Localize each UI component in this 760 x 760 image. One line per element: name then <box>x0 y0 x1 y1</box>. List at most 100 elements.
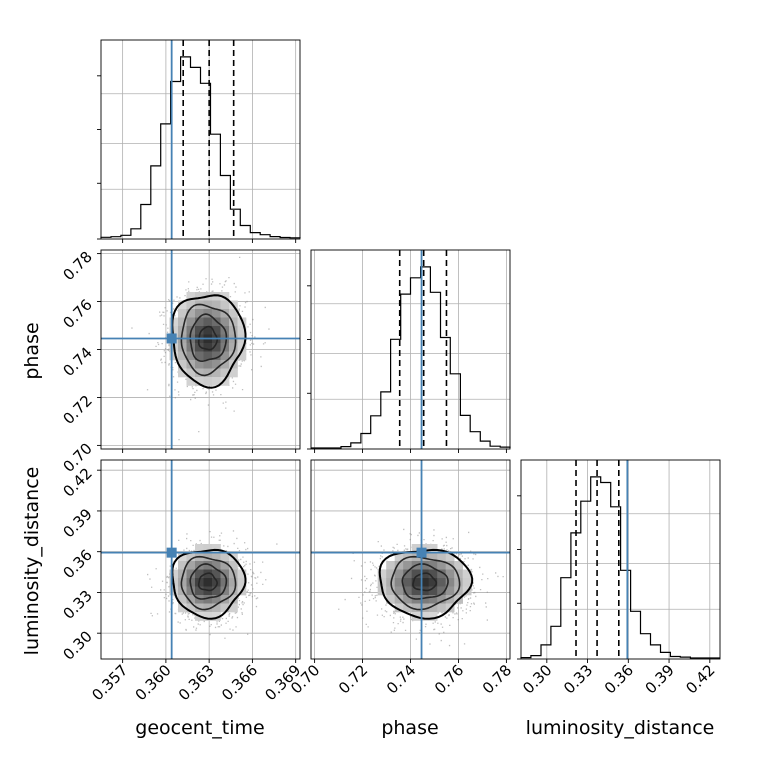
density-cell <box>220 578 230 587</box>
density-cell <box>445 552 455 562</box>
density-cell <box>229 578 238 587</box>
histogram-step-geocent_time <box>100 56 301 239</box>
density-cell <box>186 351 196 361</box>
density-panel-luminosity_distance_vs_geocent_time-frame <box>100 459 301 660</box>
x-axis-label-geocent-time: geocent_time <box>135 717 264 739</box>
density-cell <box>220 351 230 361</box>
histogram-phase <box>307 250 511 450</box>
density-cell <box>195 360 204 369</box>
density-cell <box>220 360 230 369</box>
density-cell <box>212 368 221 378</box>
density-cell <box>203 368 213 378</box>
density-cell <box>454 561 463 570</box>
density-cell <box>377 569 387 579</box>
contour-level <box>412 572 438 592</box>
density-cell <box>195 377 204 386</box>
y-axis-label-phase: phase <box>21 322 43 379</box>
density-cell <box>377 578 387 587</box>
density-cell <box>178 309 187 318</box>
density-cell <box>411 578 421 587</box>
density-cell <box>220 603 230 613</box>
truth-marker <box>166 333 177 344</box>
density-cell <box>428 544 438 553</box>
density-cell <box>178 300 187 310</box>
density-cell <box>212 326 221 335</box>
density-cell <box>462 578 472 587</box>
density-cell <box>203 612 213 621</box>
density-cell <box>178 561 187 570</box>
density-cell <box>212 351 221 361</box>
density-cell <box>229 351 238 361</box>
density-cell <box>437 595 446 604</box>
density-cell <box>195 292 204 301</box>
density-cell <box>411 603 421 613</box>
histogram-luminosity_distance-frame <box>520 459 721 660</box>
density-cell <box>212 300 221 310</box>
density-cell <box>420 578 429 587</box>
density-cell <box>203 595 213 604</box>
density-cell <box>186 586 196 596</box>
density-cell <box>411 544 421 553</box>
density-cell <box>178 603 187 613</box>
density-cell <box>420 595 429 604</box>
density-cell <box>237 343 247 352</box>
density-cell <box>237 578 247 587</box>
density-cell <box>428 586 438 596</box>
density-cell <box>212 377 221 386</box>
density-cell <box>437 561 446 570</box>
density-cell <box>394 595 404 604</box>
density-cell <box>220 317 230 327</box>
density-cell <box>411 569 421 579</box>
density-cell <box>220 368 230 378</box>
density-cell <box>178 552 187 562</box>
density-cell <box>454 578 463 587</box>
density-cell <box>403 595 412 604</box>
density-cell <box>220 300 230 310</box>
density-cell <box>212 561 221 570</box>
density-cell <box>195 317 204 327</box>
density-cell <box>203 552 213 562</box>
truth-marker <box>416 547 427 558</box>
density-cell <box>212 612 221 621</box>
density-cell <box>386 595 395 604</box>
density-cell <box>394 569 404 579</box>
density-cell <box>403 586 412 596</box>
density-cell <box>203 317 213 327</box>
density-cell <box>212 309 221 318</box>
density-cell <box>178 317 187 327</box>
density-cell <box>229 343 238 352</box>
density-cell <box>195 586 204 596</box>
density-cell <box>445 578 455 587</box>
density-cell <box>169 326 179 335</box>
density-cell <box>394 578 404 587</box>
density-cell <box>394 603 404 613</box>
density-cell <box>186 292 196 301</box>
density-panel-luminosity_distance_vs_phase <box>311 460 510 659</box>
density-cell <box>229 595 238 604</box>
density-cell <box>428 578 438 587</box>
contour-level <box>189 563 228 600</box>
density-cell <box>186 377 196 386</box>
histogram-geocent_time-frame <box>100 39 301 240</box>
histogram-step-phase <box>311 266 511 449</box>
density-cell <box>420 612 429 621</box>
density-cell <box>229 309 238 318</box>
density-cell <box>220 377 230 386</box>
density-cell <box>195 603 204 613</box>
density-cell <box>212 544 221 553</box>
density-cell <box>445 595 455 604</box>
density-cell <box>178 569 187 579</box>
density-cell <box>195 544 204 553</box>
density-cell <box>420 603 429 613</box>
density-cell <box>186 368 196 378</box>
density-cell <box>386 561 395 570</box>
density-cell <box>195 309 204 318</box>
density-cell <box>394 561 404 570</box>
density-cell <box>394 552 404 562</box>
histogram-luminosity_distance <box>517 460 720 660</box>
density-cell <box>428 595 438 604</box>
y-axis-label-luminosity-distance: luminosity_distance <box>21 467 43 656</box>
density-cell <box>178 595 187 604</box>
histogram-geocent_time <box>97 40 301 240</box>
